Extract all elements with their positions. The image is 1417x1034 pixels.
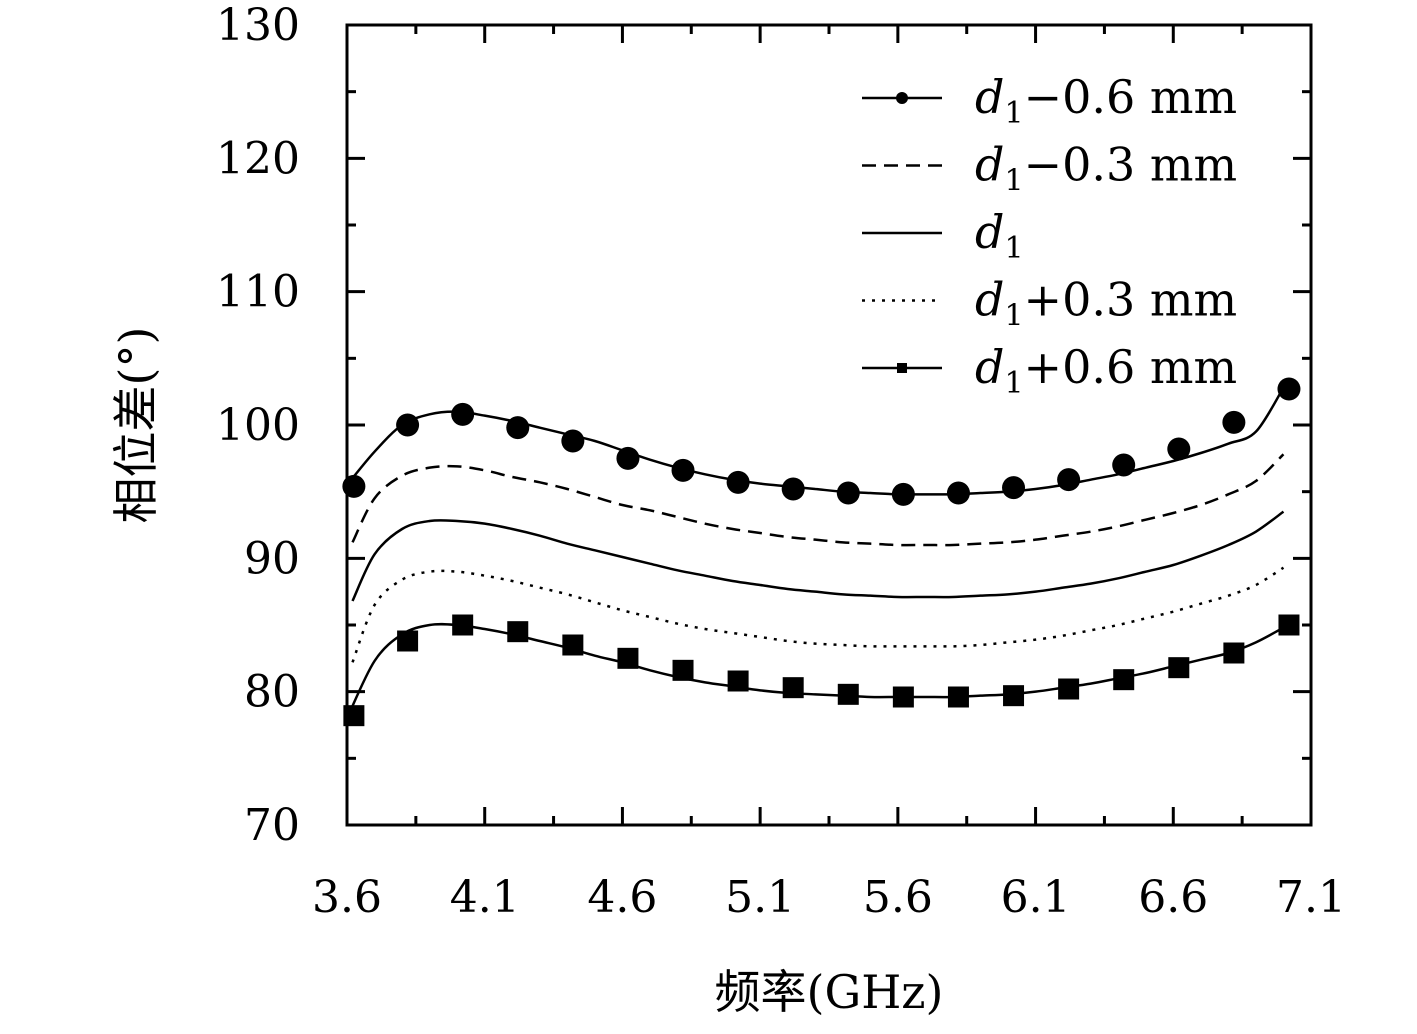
data-point-circle xyxy=(1277,377,1301,401)
data-point-square xyxy=(1058,678,1080,700)
legend-label: d1 xyxy=(975,205,1024,266)
legend-label: d1−0.3 mm xyxy=(975,138,1237,199)
legend-label: d1+0.3 mm xyxy=(975,273,1237,334)
data-point-circle xyxy=(561,429,585,453)
data-point-square xyxy=(617,647,639,669)
data-point-square xyxy=(1003,685,1025,707)
data-point-square xyxy=(672,659,694,681)
x-tick-label: 6.1 xyxy=(1001,872,1071,923)
y-tick-label: 70 xyxy=(244,800,300,851)
data-point-circle xyxy=(1167,437,1191,461)
data-point-circle xyxy=(781,477,805,501)
y-tick-label: 120 xyxy=(216,133,300,184)
series-5 xyxy=(343,614,1300,727)
data-point-circle xyxy=(506,416,530,440)
legend-marker-square xyxy=(897,363,907,373)
data-point-circle xyxy=(1222,410,1246,434)
legend-entry: d1−0.3 mm xyxy=(862,138,1237,199)
data-point-circle xyxy=(616,446,640,470)
series-3 xyxy=(351,510,1285,602)
plot-frame xyxy=(345,23,1313,827)
legend-label: d1+0.6 mm xyxy=(975,340,1237,401)
x-tick-label: 6.6 xyxy=(1138,872,1208,923)
data-point-square xyxy=(947,686,969,708)
x-tick-label: 7.1 xyxy=(1276,872,1346,923)
data-point-square xyxy=(1168,657,1190,679)
data-point-circle xyxy=(891,482,915,506)
series-2 xyxy=(351,453,1285,547)
legend-entry: d1−0.6 mm xyxy=(862,70,1237,131)
data-point-square xyxy=(452,614,474,636)
series-4 xyxy=(351,566,1285,663)
legend-entry: d1+0.6 mm xyxy=(862,340,1237,401)
data-point-square xyxy=(727,670,749,692)
data-point-square xyxy=(837,683,859,705)
data-point-square xyxy=(1278,614,1300,636)
data-point-square xyxy=(1223,642,1245,664)
data-point-square xyxy=(782,677,804,699)
x-tick-label: 4.1 xyxy=(450,872,520,923)
series-line xyxy=(346,387,1285,496)
data-point-circle xyxy=(451,402,475,426)
data-point-square xyxy=(562,634,584,656)
legend-marker-circle xyxy=(896,92,908,104)
y-axis-title: 相位差(°) xyxy=(109,327,163,524)
data-point-square xyxy=(507,621,529,643)
series-line xyxy=(351,510,1285,602)
data-point-circle xyxy=(726,470,750,494)
y-tick-label: 110 xyxy=(216,267,300,318)
data-point-circle xyxy=(836,481,860,505)
data-point-circle xyxy=(1057,468,1081,492)
data-point-square xyxy=(892,686,914,708)
series-line xyxy=(351,566,1285,663)
x-tick-label: 5.6 xyxy=(863,872,933,923)
legend-entry: d1 xyxy=(862,205,1024,266)
y-tick-label: 80 xyxy=(244,667,300,718)
legend-label: d1−0.6 mm xyxy=(975,70,1237,131)
data-point-square xyxy=(343,705,365,727)
x-tick-label: 4.6 xyxy=(587,872,657,923)
x-axis-title: 频率(GHz) xyxy=(715,965,944,1019)
data-point-circle xyxy=(1112,453,1136,477)
x-tick-label: 5.1 xyxy=(725,872,795,923)
data-point-circle xyxy=(396,413,420,437)
legend-entry: d1+0.3 mm xyxy=(862,273,1237,334)
series-line xyxy=(345,622,1285,719)
y-tick-label: 130 xyxy=(216,0,300,51)
series-line xyxy=(351,453,1285,547)
data-point-circle xyxy=(1002,476,1026,500)
y-tick-label: 100 xyxy=(216,400,300,451)
series-layer xyxy=(342,377,1301,727)
series-1 xyxy=(342,377,1301,506)
axis-labels: 频率(GHz) 相位差(°) 3.6 4.1 4.6 5.1 5.6 6.1 6.6 7.1 7… xyxy=(109,0,1346,1019)
data-point-circle xyxy=(946,481,970,505)
data-point-square xyxy=(1113,669,1135,691)
data-point-circle xyxy=(671,458,695,482)
x-tick-label: 3.6 xyxy=(312,872,382,923)
y-tick-label: 90 xyxy=(244,533,300,584)
data-point-square xyxy=(397,630,419,652)
